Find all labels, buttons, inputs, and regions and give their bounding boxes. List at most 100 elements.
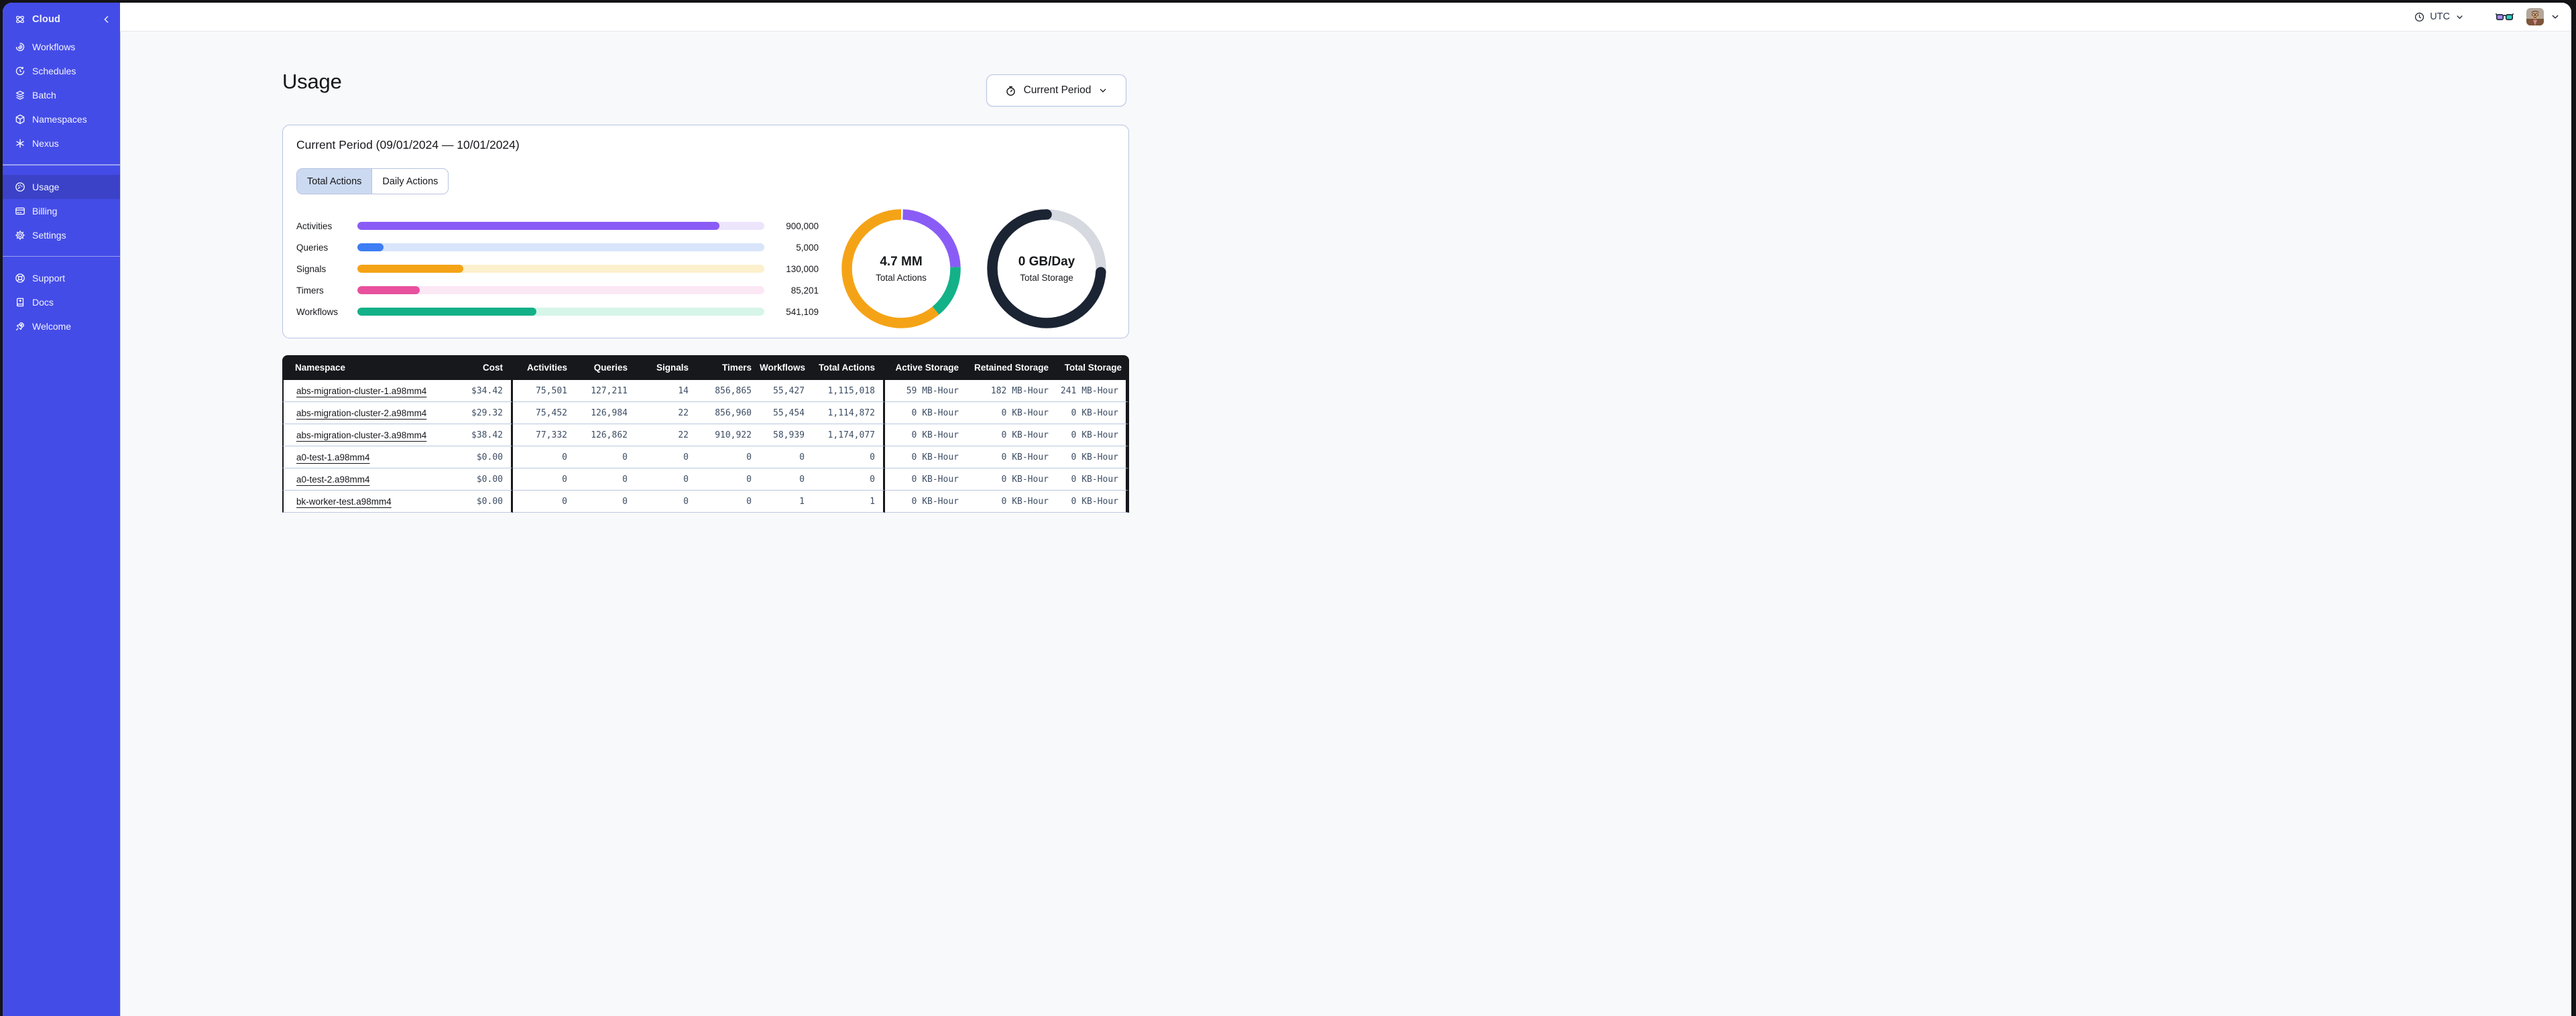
total-actions-donut: 4.7 MM Total Actions: [839, 206, 963, 331]
table-cell: 241 MB-Hour: [1057, 380, 1129, 402]
sidebar-item-batch[interactable]: Batch: [3, 83, 120, 107]
table-cell: $29.32: [436, 402, 513, 424]
sidebar-item-settings[interactable]: Settings: [3, 223, 120, 247]
bar-track: [357, 265, 764, 273]
sidebar-item-schedules[interactable]: Schedules: [3, 59, 120, 83]
period-selector-button[interactable]: Current Period: [986, 74, 1126, 107]
sidebar-item-namespaces[interactable]: Namespaces: [3, 107, 120, 131]
table-cell: 75,501: [513, 380, 575, 402]
period-selector-label: Current Period: [1023, 84, 1092, 96]
table-cell: 0 KB-Hour: [885, 491, 967, 513]
brand-label: Cloud: [32, 14, 61, 25]
bar-fill: [357, 308, 537, 316]
sidebar-item-label: Settings: [32, 229, 66, 241]
table-cell: 0 KB-Hour: [1057, 468, 1129, 491]
bar-category-label: Signals: [296, 263, 327, 274]
table-cell: $0.00: [436, 446, 513, 468]
namespace-link[interactable]: abs-migration-cluster-2.a98mm4: [296, 407, 427, 418]
namespace-cell: abs-migration-cluster-2.a98mm4: [282, 402, 436, 424]
table-cell: $34.42: [436, 380, 513, 402]
sidebar: Cloud Workflows Schedules Batch Namespaces N…: [3, 3, 120, 1016]
batch-icon: [14, 89, 26, 101]
chevron-down-icon: [2455, 12, 2465, 22]
table-cell: 0: [513, 468, 575, 491]
dev-glasses-icon[interactable]: [2496, 11, 2514, 23]
table-cell: 182 MB-Hour: [967, 380, 1057, 402]
sidebar-item-label: Usage: [32, 181, 60, 192]
sidebar-item-label: Billing: [32, 205, 58, 216]
table-cell: 1: [813, 491, 885, 513]
table-cell: 0: [813, 446, 885, 468]
table-cell: 58,939: [760, 424, 813, 446]
sidebar-item-label: Nexus: [32, 138, 59, 149]
timezone-selector[interactable]: UTC: [2414, 11, 2465, 23]
column-header-workflows: Workflows: [760, 355, 813, 380]
sidebar-item-label: Namespaces: [32, 114, 87, 125]
column-header-cost: Cost: [436, 355, 513, 380]
sidebar-item-usage[interactable]: Usage: [3, 174, 120, 199]
donut-label: Total Actions: [876, 273, 927, 283]
table-cell: 0: [760, 446, 813, 468]
temporal-cloud-logo-icon: [14, 13, 26, 25]
table-cell: 1,114,872: [813, 402, 885, 424]
sidebar-item-workflows[interactable]: Workflows: [3, 35, 120, 59]
table-cell: 14: [636, 380, 697, 402]
docs-icon: [14, 296, 26, 308]
app-window: Cloud Workflows Schedules Batch Namespaces N…: [3, 3, 2571, 1016]
table-cell: 22: [636, 402, 697, 424]
user-menu-chevron-icon[interactable]: [2550, 11, 2561, 22]
sidebar-item-nexus[interactable]: Nexus: [3, 131, 120, 155]
support-icon: [14, 272, 26, 284]
table-cell: 0 KB-Hour: [885, 402, 967, 424]
bar-value-label: 900,000: [786, 220, 819, 231]
column-header-total-storage: Total Storage: [1057, 355, 1129, 380]
namespaces-icon: [14, 113, 26, 125]
sidebar-item-support[interactable]: Support: [3, 266, 120, 290]
sidebar-item-label: Welcome: [32, 321, 72, 332]
sidebar-item-welcome[interactable]: Welcome: [3, 314, 120, 338]
table-cell: 0: [575, 468, 636, 491]
usage-bar-row-timers: Timers 85,201: [296, 279, 819, 301]
sidebar-item-label: Batch: [32, 90, 56, 101]
topbar: UTC: [120, 3, 2571, 31]
bar-fill: [357, 222, 720, 230]
namespace-link[interactable]: abs-migration-cluster-1.a98mm4: [296, 385, 427, 396]
column-header-timers: Timers: [697, 355, 760, 380]
table-cell: 0 KB-Hour: [1057, 491, 1129, 513]
sidebar-item-label: Workflows: [32, 42, 76, 52]
user-avatar[interactable]: [2526, 8, 2544, 25]
table-cell: 1: [760, 491, 813, 513]
column-header-queries: Queries: [575, 355, 636, 380]
sidebar-item-label: Support: [32, 273, 66, 283]
sidebar-collapse-icon[interactable]: [101, 14, 112, 25]
billing-icon: [14, 205, 26, 217]
sidebar-item-billing[interactable]: Billing: [3, 199, 120, 223]
table-cell: 0: [513, 446, 575, 468]
table-cell: 0 KB-Hour: [967, 468, 1057, 491]
table-cell: 0 KB-Hour: [967, 491, 1057, 513]
bar-track: [357, 243, 764, 251]
sidebar-item-label: Docs: [32, 297, 54, 308]
namespace-link[interactable]: bk-worker-test.a98mm4: [296, 496, 392, 507]
bar-value-label: 541,109: [786, 306, 819, 317]
usage-bar-row-activities: Activities 900,000: [296, 215, 819, 237]
table-cell: 0 KB-Hour: [967, 402, 1057, 424]
sidebar-item-docs[interactable]: Docs: [3, 290, 120, 314]
table-cell: 22: [636, 424, 697, 446]
table-cell: 0: [636, 491, 697, 513]
donut-label: Total Storage: [1020, 273, 1073, 283]
table-cell: 75,452: [513, 402, 575, 424]
namespace-link[interactable]: a0-test-1.a98mm4: [296, 452, 370, 462]
namespace-link[interactable]: a0-test-2.a98mm4: [296, 474, 370, 485]
table-cell: 59 MB-Hour: [885, 380, 967, 402]
namespace-link[interactable]: abs-migration-cluster-3.a98mm4: [296, 430, 427, 440]
column-header-signals: Signals: [636, 355, 697, 380]
tab-daily-actions[interactable]: Daily Actions: [371, 169, 449, 194]
column-header-retained-storage: Retained Storage: [967, 355, 1057, 380]
bar-track: [357, 286, 764, 294]
tab-total-actions[interactable]: Total Actions: [297, 169, 372, 194]
bar-fill: [357, 265, 463, 273]
table-cell: 126,984: [575, 402, 636, 424]
table-cell: 0: [636, 446, 697, 468]
table-cell: 0 KB-Hour: [885, 468, 967, 491]
